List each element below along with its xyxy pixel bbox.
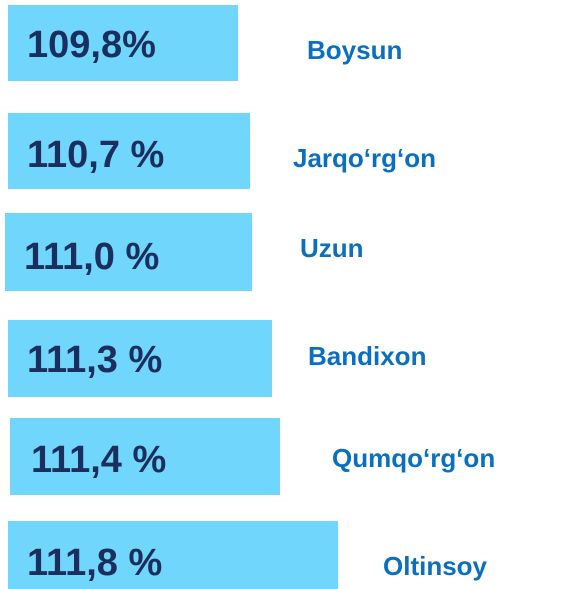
- value-box: [10, 418, 280, 495]
- percent-label: 109,8%: [27, 24, 156, 66]
- district-name: Qumqo‘rg‘on: [332, 443, 496, 473]
- percent-label: 111,0 %: [24, 236, 160, 278]
- district-name: Uzun: [300, 233, 364, 263]
- value-box: [8, 320, 272, 397]
- percent-label: 110,7 %: [27, 134, 165, 176]
- value-box: [8, 113, 250, 189]
- percent-label: 111,8 %: [27, 542, 163, 584]
- value-box: [8, 521, 338, 589]
- percent-label: 111,4 %: [31, 439, 167, 481]
- value-box: [5, 213, 252, 291]
- value-box: [8, 5, 238, 81]
- district-name: Bandixon: [308, 341, 427, 371]
- percent-label: 111,3 %: [27, 339, 163, 381]
- district-name: Boysun: [307, 35, 403, 65]
- district-name: Oltinsoy: [383, 551, 488, 581]
- district-name: Jarqo‘rg‘on: [293, 143, 437, 173]
